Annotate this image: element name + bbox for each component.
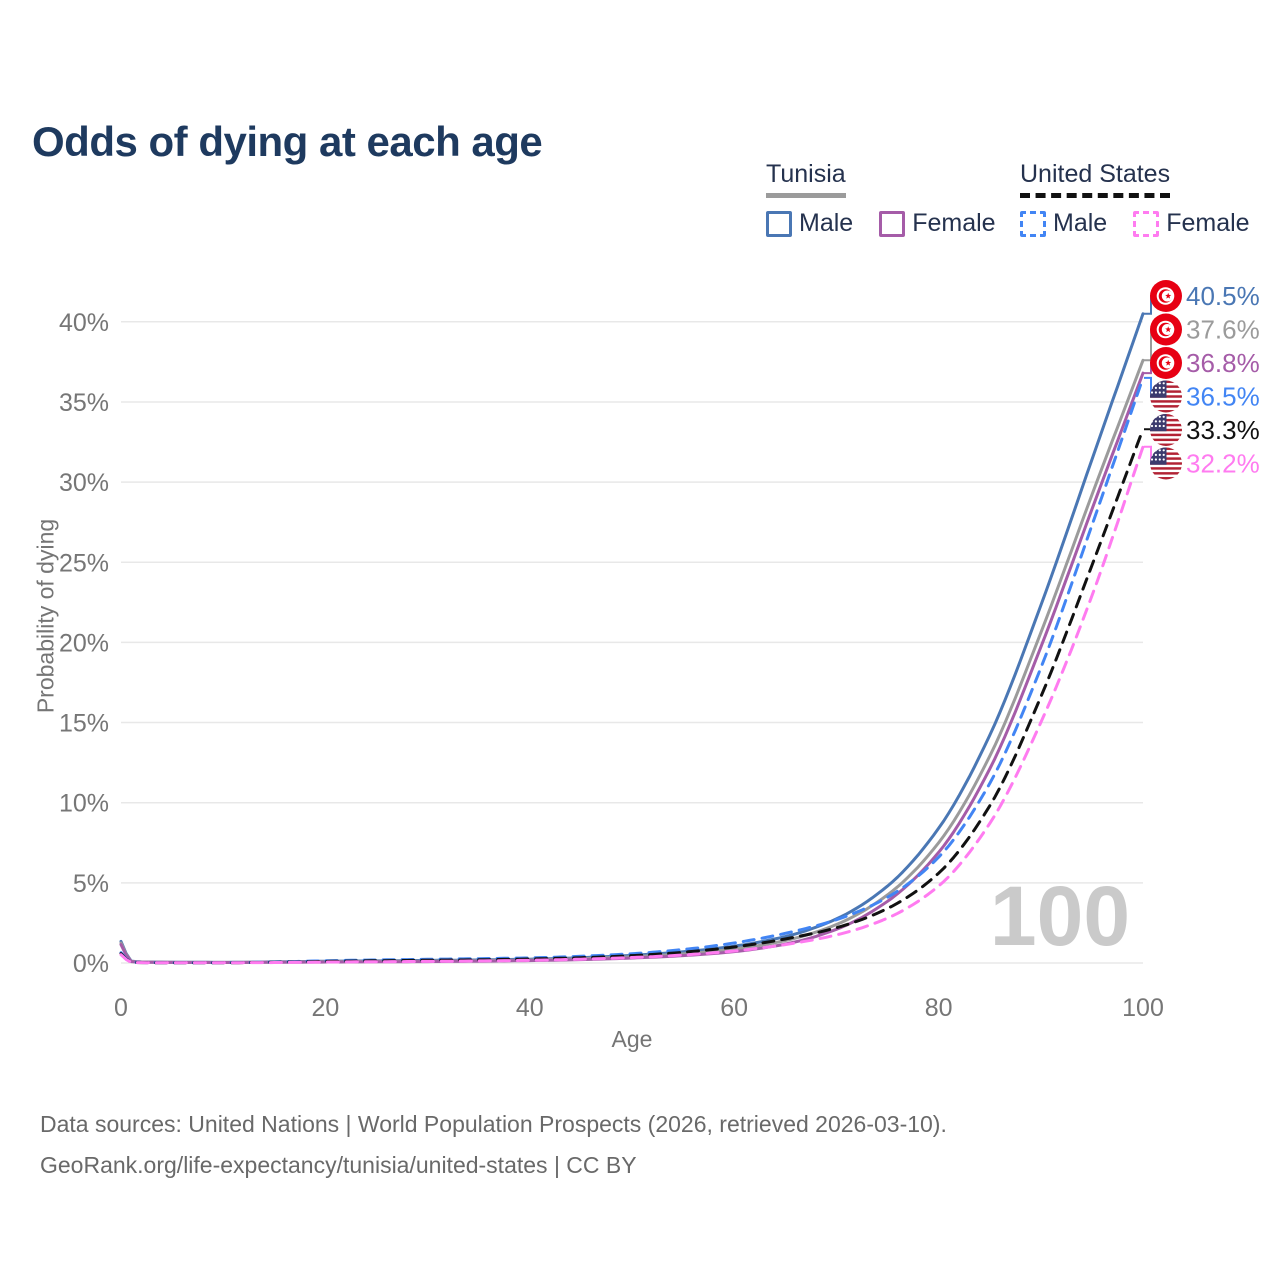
legend-header-tunisia[interactable]: Tunisia xyxy=(766,160,846,198)
y-tick-label: 10% xyxy=(59,790,109,818)
end-value-label-us-male: 36.5% xyxy=(1186,382,1260,412)
legend-group-tunisia: Tunisia Male Female xyxy=(766,160,996,238)
page-title: Odds of dying at each age xyxy=(32,118,543,166)
y-tick-label: 25% xyxy=(59,549,109,577)
footer: Data sources: United Nations | World Pop… xyxy=(40,1104,947,1186)
legend-item-tunisia-female[interactable]: Female xyxy=(879,209,996,238)
tunisia-flag-icon xyxy=(1150,313,1182,346)
us-flag-icon xyxy=(1150,414,1182,446)
plot-hover-area[interactable] xyxy=(121,290,1143,963)
x-axis-title: Age xyxy=(611,1026,653,1052)
x-tick-label: 80 xyxy=(925,994,953,1022)
x-tick-label: 60 xyxy=(720,994,748,1022)
end-value-label-us-female: 32.2% xyxy=(1186,449,1260,479)
y-axis-title: Probability of dying xyxy=(32,518,59,714)
end-value-label-tunisia-male: 40.5% xyxy=(1186,281,1260,311)
y-tick-label: 35% xyxy=(59,389,109,417)
us-flag-icon xyxy=(1150,380,1182,413)
x-tick-label: 20 xyxy=(311,994,339,1022)
tunisia-flag-icon xyxy=(1150,347,1182,379)
y-tick-label: 30% xyxy=(59,469,109,497)
y-tick-label: 20% xyxy=(59,629,109,657)
series-line-us-female xyxy=(119,445,1145,965)
us-male-swatch-icon xyxy=(1020,210,1046,237)
tunisia-female-swatch-icon xyxy=(879,210,906,237)
age-watermark: 100 xyxy=(990,869,1130,963)
tunisia-flag-icon xyxy=(1150,280,1182,312)
legend-label-us-female: Female xyxy=(1166,209,1250,237)
footer-data-sources: Data sources: United Nations | World Pop… xyxy=(40,1111,947,1137)
y-tick-label: 40% xyxy=(59,309,109,337)
footer-attribution: GeoRank.org/life-expectancy/tunisia/unit… xyxy=(40,1152,637,1178)
legend-label-tunisia-female: Female xyxy=(912,209,996,237)
legend-header-united-states[interactable]: United States xyxy=(1020,160,1171,198)
legend-label-us-male: Male xyxy=(1053,209,1108,237)
x-tick-label: 40 xyxy=(516,994,544,1022)
end-value-label-tunisia-both: 37.6% xyxy=(1186,315,1260,345)
y-tick-label: 0% xyxy=(73,950,109,978)
end-value-label-us-both: 33.3% xyxy=(1186,415,1260,445)
x-tick-label: 100 xyxy=(1122,994,1164,1022)
legend-item-us-male[interactable]: Male xyxy=(1020,209,1107,238)
x-tick-label: 0 xyxy=(114,994,128,1022)
us-female-swatch-icon xyxy=(1133,210,1160,237)
tunisia-male-swatch-icon xyxy=(766,210,792,237)
legend-item-us-female[interactable]: Female xyxy=(1133,209,1250,238)
us-flag-icon xyxy=(1150,447,1182,480)
legend-label-tunisia-male: Male xyxy=(799,209,854,237)
legend-item-tunisia-male[interactable]: Male xyxy=(766,209,853,238)
end-value-label-tunisia-female: 36.8% xyxy=(1186,348,1260,378)
legend-group-united-states: United States Male Female xyxy=(1020,160,1250,238)
y-tick-label: 5% xyxy=(73,870,109,898)
y-tick-label: 15% xyxy=(59,710,109,738)
